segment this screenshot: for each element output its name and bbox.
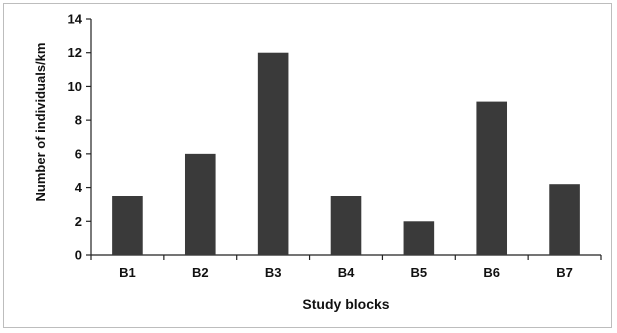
chart-frame — [3, 3, 612, 328]
y-tick-label: 10 — [68, 79, 82, 94]
bar-b6 — [476, 101, 508, 255]
bar-b5 — [403, 221, 435, 255]
x-tick-label: B7 — [556, 265, 573, 280]
x-tick-label: B5 — [411, 265, 428, 280]
bar-b2 — [184, 153, 216, 255]
bar-b3 — [257, 52, 289, 255]
y-tick-label: 6 — [75, 146, 82, 161]
x-tick-label: B4 — [338, 265, 355, 280]
bar-b4 — [330, 196, 362, 255]
y-tick-label: 14 — [68, 12, 83, 27]
x-axis-label: Study blocks — [302, 296, 389, 312]
x-tick-label: B1 — [119, 265, 136, 280]
y-tick-label: 2 — [75, 214, 82, 229]
x-axis: B1 B2 B3 B4 B5 B6 B7 — [90, 254, 602, 280]
x-tick-label: B2 — [192, 265, 209, 280]
bar-b1 — [112, 196, 143, 255]
y-tick-label: 8 — [75, 113, 82, 128]
y-axis-label: Number of individuals/km — [33, 43, 48, 202]
y-tick-label: 4 — [75, 180, 83, 195]
y-tick-label: 0 — [75, 248, 82, 263]
y-tick-label: 12 — [68, 45, 82, 60]
bar-b7 — [549, 184, 580, 255]
bars — [112, 52, 580, 255]
x-tick-label: B3 — [265, 265, 282, 280]
y-axis: 0 2 4 6 8 10 12 14 — [68, 12, 92, 263]
x-tick-label: B6 — [483, 265, 500, 280]
